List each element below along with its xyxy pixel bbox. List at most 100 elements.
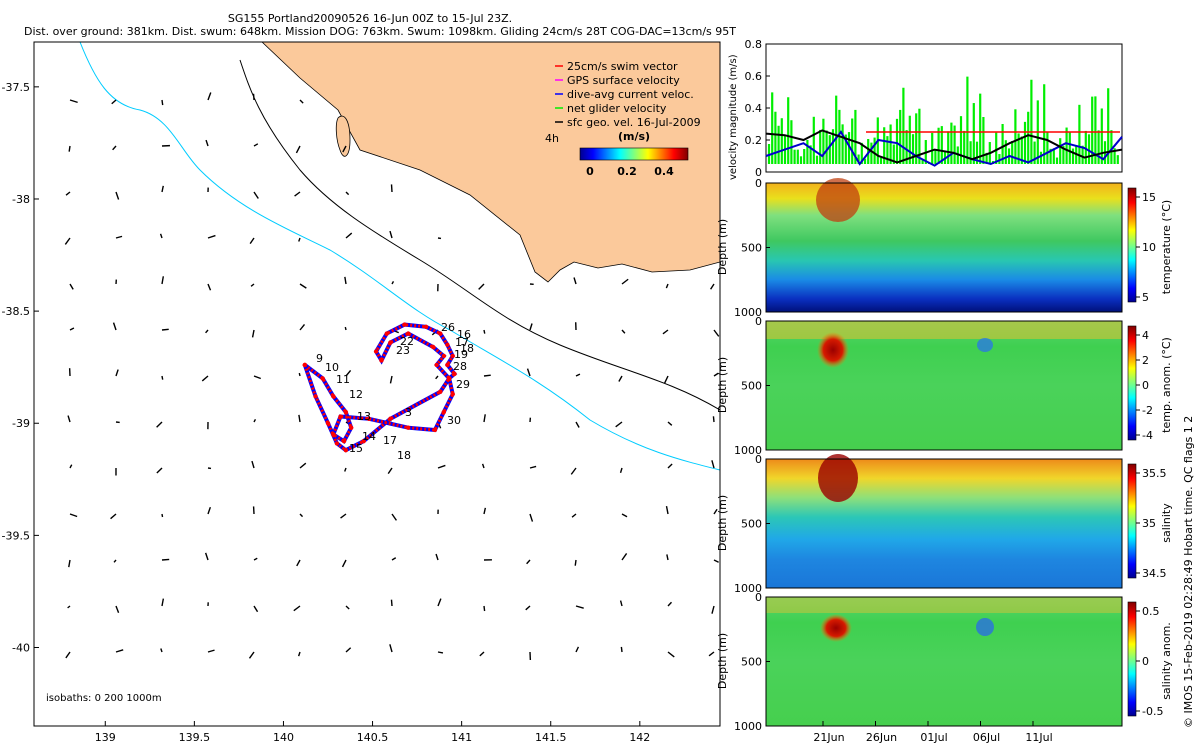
time-tick-label: 26Jun [866,731,897,744]
velocity-arrow [67,605,71,609]
velocity-arrow [69,283,74,290]
velocity-arrow [619,467,623,474]
velocity-arrow [621,553,628,561]
track-point [348,425,354,430]
day-label: 10 [325,361,339,374]
colorbar-label: temperature (°C) [1160,200,1173,294]
velocity-arrow [666,554,669,561]
velocity-arrow [69,327,75,331]
time-tick-label: 01Jul [920,731,947,744]
map-x-tick-label: 141.5 [535,731,567,744]
day-label: 11 [336,373,350,386]
track-point [430,344,436,350]
colorbar-tick-label: 0.5 [1142,605,1160,618]
depth-axis-label: Depth (m) [716,495,729,551]
day-label: 9 [316,352,323,365]
velocity-arrow [161,185,164,193]
track-point [341,438,347,444]
velocity-arrow [69,464,73,469]
track-point [313,394,318,399]
day-label: 3 [405,406,412,419]
velocity-arrow [618,375,623,382]
velocity-arrow [529,465,537,469]
velocity-arrow [713,508,718,515]
velocity-arrow [299,513,304,518]
velocity-arrow [344,276,347,285]
island-outline [335,115,351,157]
velocity-arrow [253,143,259,147]
velocity-arrow [529,323,533,331]
velocity-series-line [765,130,1123,167]
velocity-arrow [253,557,258,561]
velocity-arrow [293,605,301,612]
velocity-arrow [298,414,301,423]
velocity-arrow [665,283,669,289]
velocity-arrow [389,375,393,384]
velocity-arrow [713,329,720,337]
salinity-panel [765,454,1137,589]
legend-label: GPS surface velocity [567,74,680,87]
track-point [302,362,308,368]
velocity-arrow [390,599,393,607]
track-point [379,358,384,363]
velocity-arrow [68,145,71,152]
velocity-arrow [713,559,719,563]
velocity-arrow [69,513,78,518]
temp-anom-colorbar [1127,325,1137,441]
velocity-arrow [713,372,719,377]
velocity-arrow [161,513,164,518]
velocity-arrow [525,605,531,611]
track-point [445,342,450,347]
velocity-arrow [161,598,165,607]
velocity-arrow [570,467,577,475]
depth-axis-label: Depth (m) [716,219,729,275]
time-tick-label: 11Jul [1025,731,1052,744]
land-mass [261,42,720,283]
velocity-arrow [201,375,209,382]
track-swim-vector-line [303,323,457,452]
depth-tick-label: 0 [755,315,762,328]
velocity-arrow [574,559,577,566]
velocity-arrow [207,234,216,239]
track-point [325,421,331,426]
velocity-arrow [156,467,163,474]
salinity-core [818,454,858,502]
velocity-arrow [65,651,71,659]
track-point [450,353,455,359]
salinity-anom-panel [765,596,1137,727]
velocity-arrow [665,506,669,515]
colorbar-tick-label: 0 [1142,379,1149,392]
velocity-arrow [251,460,255,469]
velocity-arrow [161,99,164,106]
isobath-1000m [79,42,720,471]
day-label: 17 [455,336,469,349]
velocity-arrow [112,145,117,151]
velocity-arrow [619,600,623,607]
velocity-arrow [437,464,446,469]
colorbar-tick-label: 4 [1142,329,1149,342]
track-point [343,447,349,453]
day-label: 28 [453,360,467,373]
velocity-y-tick-label: 0.6 [745,70,763,83]
velocity-arrow [344,326,347,331]
colorbar-label: salinity anom. [1160,622,1173,700]
day-label: 22 [400,335,414,348]
track-point [438,331,443,336]
day-label: 18 [397,449,411,462]
temp-anom-field [766,321,1122,450]
colorbar-tick-label: -4 [1142,429,1153,442]
velocity-arrow [253,375,261,380]
velocity-arrow [529,513,534,522]
track-point [438,389,443,395]
day-label: 12 [349,388,363,401]
velocity-arrow [345,232,353,239]
depth-axis-label: Depth (m) [716,633,729,689]
track-point [388,416,393,421]
velocity-arrow [483,374,491,377]
velocity-arrow [662,329,669,335]
velocity-arrow [389,230,393,239]
track-point [405,425,411,430]
